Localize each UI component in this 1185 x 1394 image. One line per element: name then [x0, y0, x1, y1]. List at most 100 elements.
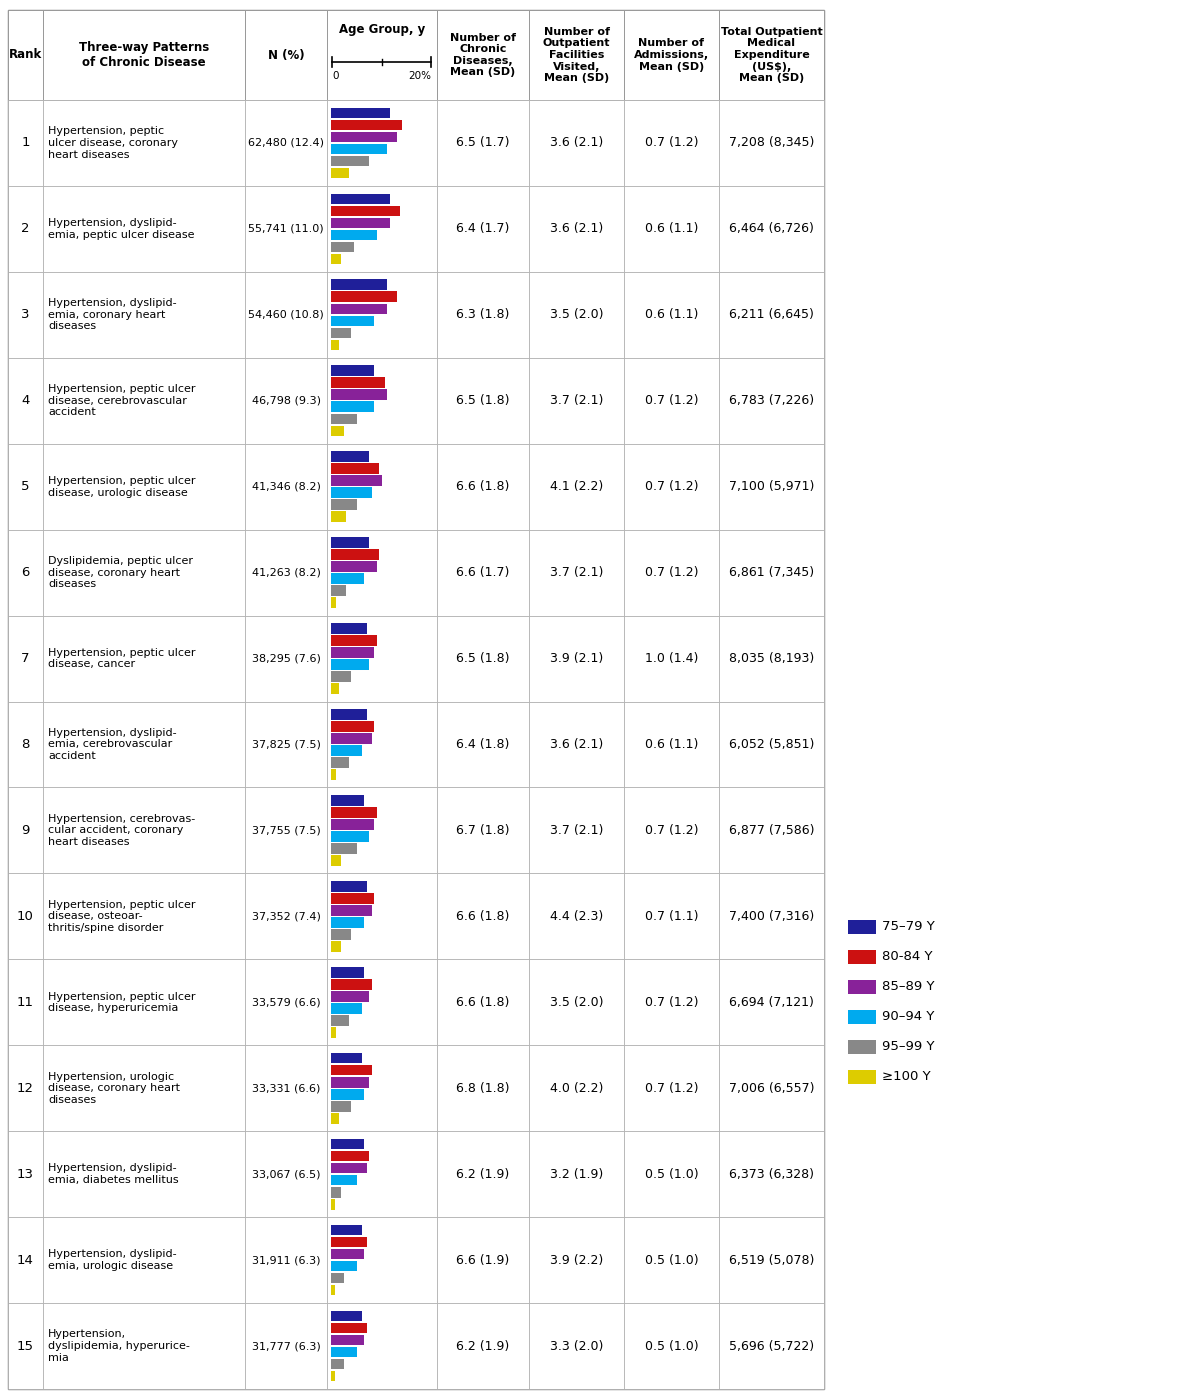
Bar [331, 365, 374, 376]
Text: 7: 7 [21, 652, 30, 665]
Bar [331, 120, 403, 130]
Text: 0.6 (1.1): 0.6 (1.1) [645, 737, 698, 751]
Bar [245, 616, 327, 701]
Text: 3.6 (2.1): 3.6 (2.1) [550, 223, 603, 236]
Bar [848, 949, 876, 965]
Bar [331, 254, 341, 265]
Text: 1: 1 [21, 137, 30, 149]
Bar [719, 272, 824, 358]
Bar [331, 1004, 361, 1013]
Bar [624, 1217, 719, 1303]
Bar [331, 1347, 357, 1358]
Text: 6.4 (1.8): 6.4 (1.8) [456, 737, 510, 751]
Bar [331, 389, 387, 400]
Bar [8, 1303, 43, 1388]
Bar [331, 194, 390, 204]
Bar [848, 980, 876, 994]
Bar [331, 807, 377, 818]
Bar [529, 1303, 624, 1388]
Bar [331, 328, 352, 339]
Text: Hypertension, peptic
ulcer disease, coronary
heart diseases: Hypertension, peptic ulcer disease, coro… [49, 127, 178, 159]
Bar [327, 701, 437, 788]
Bar [331, 401, 374, 413]
Text: 6,052 (5,851): 6,052 (5,851) [729, 737, 814, 751]
Text: 6.5 (1.7): 6.5 (1.7) [456, 137, 510, 149]
Bar [331, 573, 364, 584]
Text: Hypertension, dyslipid-
emia, peptic ulcer disease: Hypertension, dyslipid- emia, peptic ulc… [49, 217, 194, 240]
Bar [331, 1370, 335, 1381]
Text: Hypertension, peptic ulcer
disease, cerebrovascular
accident: Hypertension, peptic ulcer disease, cere… [49, 385, 196, 417]
Text: 38,295 (7.6): 38,295 (7.6) [251, 654, 320, 664]
Bar [848, 1071, 876, 1085]
Text: 80-84 Y: 80-84 Y [882, 951, 933, 963]
Bar [437, 1217, 529, 1303]
Bar [331, 1225, 361, 1235]
Bar [43, 443, 245, 530]
Text: Number of
Admissions,
Mean (SD): Number of Admissions, Mean (SD) [634, 39, 709, 71]
Bar [331, 549, 379, 560]
Bar [719, 443, 824, 530]
Bar [437, 185, 529, 272]
Text: 0.7 (1.1): 0.7 (1.1) [645, 910, 698, 923]
Text: 3.2 (1.9): 3.2 (1.9) [550, 1168, 603, 1181]
Bar [624, 1303, 719, 1388]
Text: Number of
Outpatient
Facilities
Visited,
Mean (SD): Number of Outpatient Facilities Visited,… [543, 26, 610, 84]
Bar [437, 1046, 529, 1131]
Bar [437, 959, 529, 1046]
Bar [327, 959, 437, 1046]
Bar [331, 905, 372, 916]
Text: 3.5 (2.0): 3.5 (2.0) [550, 308, 603, 322]
Text: Total Outpatient
Medical
Expenditure
(US$),
Mean (SD): Total Outpatient Medical Expenditure (US… [720, 26, 822, 84]
Bar [331, 1065, 372, 1076]
Text: 0.7 (1.2): 0.7 (1.2) [645, 824, 698, 836]
Bar [529, 1046, 624, 1131]
Bar [43, 272, 245, 358]
Text: 41,263 (8.2): 41,263 (8.2) [251, 567, 320, 577]
Text: 14: 14 [17, 1253, 34, 1267]
Bar [331, 636, 377, 645]
Text: 6.6 (1.8): 6.6 (1.8) [456, 995, 510, 1009]
Bar [8, 443, 43, 530]
Text: 46,798 (9.3): 46,798 (9.3) [251, 396, 320, 406]
Text: 6.8 (1.8): 6.8 (1.8) [456, 1082, 510, 1094]
Bar [43, 1217, 245, 1303]
Bar [245, 100, 327, 185]
Text: 75–79 Y: 75–79 Y [882, 920, 935, 934]
Bar [624, 443, 719, 530]
Bar [624, 616, 719, 701]
Text: 0.7 (1.2): 0.7 (1.2) [645, 1082, 698, 1094]
Bar [437, 358, 529, 443]
Bar [529, 272, 624, 358]
Bar [245, 959, 327, 1046]
Bar [327, 272, 437, 358]
Bar [331, 452, 370, 461]
Text: 11: 11 [17, 995, 34, 1009]
Text: 0.5 (1.0): 0.5 (1.0) [645, 1253, 698, 1267]
Bar [331, 855, 341, 866]
Bar [43, 959, 245, 1046]
Bar [245, 1046, 327, 1131]
Text: 0.7 (1.2): 0.7 (1.2) [645, 395, 698, 407]
Text: Hypertension, peptic ulcer
disease, osteoar-
thritis/spine disorder: Hypertension, peptic ulcer disease, oste… [49, 899, 196, 933]
Bar [331, 475, 382, 487]
Bar [8, 874, 43, 959]
Bar [327, 100, 437, 185]
Text: 6.6 (1.9): 6.6 (1.9) [456, 1253, 510, 1267]
Bar [331, 205, 399, 216]
Bar [624, 959, 719, 1046]
Bar [331, 757, 348, 768]
Text: 6,877 (7,586): 6,877 (7,586) [729, 824, 814, 836]
Bar [331, 1285, 335, 1295]
Bar [8, 530, 43, 616]
Text: 0: 0 [332, 71, 339, 81]
Text: 3.7 (2.1): 3.7 (2.1) [550, 566, 603, 579]
Text: 5: 5 [21, 480, 30, 493]
Bar [8, 1046, 43, 1131]
Bar [43, 616, 245, 701]
Bar [719, 530, 824, 616]
Bar [331, 1101, 352, 1111]
Bar [848, 920, 876, 934]
Bar [327, 1046, 437, 1131]
Bar [437, 701, 529, 788]
Bar [331, 1199, 335, 1210]
